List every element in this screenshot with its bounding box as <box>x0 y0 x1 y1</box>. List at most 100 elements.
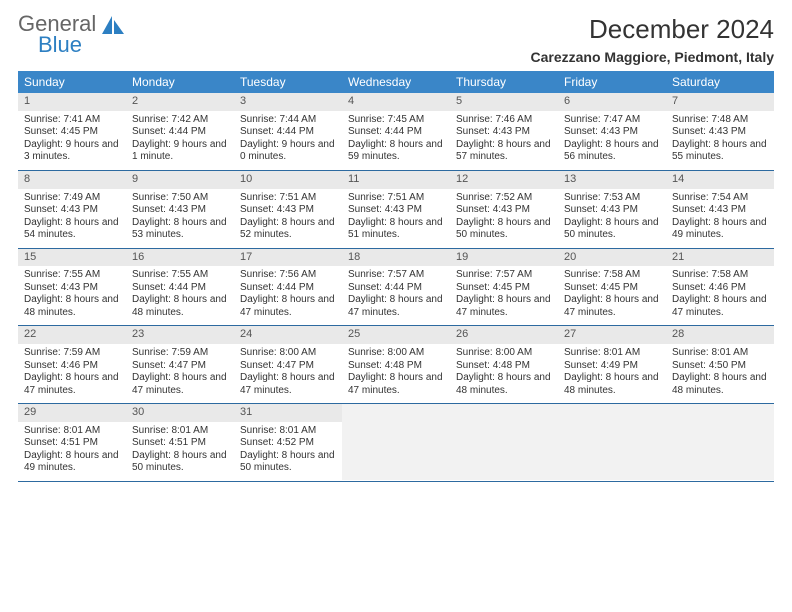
day-number: 18 <box>342 249 450 267</box>
sunrise-text: Sunrise: 8:01 AM <box>564 347 660 360</box>
daylight-text: Daylight: 8 hours and 53 minutes. <box>132 217 228 242</box>
daylight-text: Daylight: 8 hours and 50 minutes. <box>240 450 336 475</box>
sunset-text: Sunset: 4:44 PM <box>132 282 228 295</box>
day-cell: 29Sunrise: 8:01 AMSunset: 4:51 PMDayligh… <box>18 404 126 481</box>
day-body: Sunrise: 7:55 AMSunset: 4:44 PMDaylight:… <box>126 266 234 325</box>
sunset-text: Sunset: 4:45 PM <box>24 126 120 139</box>
day-number: 20 <box>558 249 666 267</box>
day-body: Sunrise: 7:44 AMSunset: 4:44 PMDaylight:… <box>234 111 342 170</box>
daylight-text: Daylight: 8 hours and 50 minutes. <box>564 217 660 242</box>
day-body <box>342 422 450 480</box>
day-number: 10 <box>234 171 342 189</box>
day-body: Sunrise: 7:58 AMSunset: 4:46 PMDaylight:… <box>666 266 774 325</box>
daylight-text: Daylight: 8 hours and 52 minutes. <box>240 217 336 242</box>
day-cell: 23Sunrise: 7:59 AMSunset: 4:47 PMDayligh… <box>126 326 234 403</box>
day-number: 3 <box>234 93 342 111</box>
daylight-text: Daylight: 8 hours and 48 minutes. <box>564 372 660 397</box>
sunrise-text: Sunrise: 8:01 AM <box>132 425 228 438</box>
day-number: 17 <box>234 249 342 267</box>
sunrise-text: Sunrise: 8:01 AM <box>240 425 336 438</box>
day-number: 7 <box>666 93 774 111</box>
day-number: 26 <box>450 326 558 344</box>
day-body: Sunrise: 7:54 AMSunset: 4:43 PMDaylight:… <box>666 189 774 248</box>
day-body: Sunrise: 7:46 AMSunset: 4:43 PMDaylight:… <box>450 111 558 170</box>
sunset-text: Sunset: 4:43 PM <box>456 126 552 139</box>
day-cell: 22Sunrise: 7:59 AMSunset: 4:46 PMDayligh… <box>18 326 126 403</box>
day-body: Sunrise: 8:00 AMSunset: 4:47 PMDaylight:… <box>234 344 342 403</box>
sunset-text: Sunset: 4:51 PM <box>24 437 120 450</box>
day-number <box>450 404 558 422</box>
sunrise-text: Sunrise: 7:45 AM <box>348 114 444 127</box>
day-body: Sunrise: 7:42 AMSunset: 4:44 PMDaylight:… <box>126 111 234 170</box>
sunset-text: Sunset: 4:49 PM <box>564 360 660 373</box>
month-title: December 2024 <box>531 14 775 45</box>
day-body <box>666 422 774 480</box>
daylight-text: Daylight: 8 hours and 47 minutes. <box>564 294 660 319</box>
day-number: 31 <box>234 404 342 422</box>
daylight-text: Daylight: 8 hours and 48 minutes. <box>24 294 120 319</box>
day-cell: 27Sunrise: 8:01 AMSunset: 4:49 PMDayligh… <box>558 326 666 403</box>
sunset-text: Sunset: 4:44 PM <box>348 126 444 139</box>
daylight-text: Daylight: 9 hours and 3 minutes. <box>24 139 120 164</box>
logo-sail-icon <box>100 14 126 42</box>
day-number: 14 <box>666 171 774 189</box>
day-body: Sunrise: 8:01 AMSunset: 4:52 PMDaylight:… <box>234 422 342 481</box>
day-body: Sunrise: 7:57 AMSunset: 4:44 PMDaylight:… <box>342 266 450 325</box>
sunrise-text: Sunrise: 7:58 AM <box>672 269 768 282</box>
sunrise-text: Sunrise: 7:56 AM <box>240 269 336 282</box>
sunset-text: Sunset: 4:43 PM <box>132 204 228 217</box>
daylight-text: Daylight: 8 hours and 49 minutes. <box>24 450 120 475</box>
day-body: Sunrise: 7:51 AMSunset: 4:43 PMDaylight:… <box>234 189 342 248</box>
day-cell: 4Sunrise: 7:45 AMSunset: 4:44 PMDaylight… <box>342 93 450 170</box>
sunset-text: Sunset: 4:43 PM <box>564 204 660 217</box>
day-body: Sunrise: 8:01 AMSunset: 4:51 PMDaylight:… <box>126 422 234 481</box>
sunrise-text: Sunrise: 7:59 AM <box>132 347 228 360</box>
sunset-text: Sunset: 4:45 PM <box>564 282 660 295</box>
week-row: 29Sunrise: 8:01 AMSunset: 4:51 PMDayligh… <box>18 404 774 482</box>
day-number <box>666 404 774 422</box>
day-number: 5 <box>450 93 558 111</box>
sunrise-text: Sunrise: 8:00 AM <box>240 347 336 360</box>
calendar: SundayMondayTuesdayWednesdayThursdayFrid… <box>18 71 774 482</box>
sunrise-text: Sunrise: 7:58 AM <box>564 269 660 282</box>
sunset-text: Sunset: 4:44 PM <box>348 282 444 295</box>
sunrise-text: Sunrise: 7:50 AM <box>132 192 228 205</box>
day-cell: 21Sunrise: 7:58 AMSunset: 4:46 PMDayligh… <box>666 249 774 326</box>
sunrise-text: Sunrise: 7:55 AM <box>24 269 120 282</box>
day-number: 13 <box>558 171 666 189</box>
sunset-text: Sunset: 4:43 PM <box>672 204 768 217</box>
daylight-text: Daylight: 8 hours and 47 minutes. <box>672 294 768 319</box>
daylight-text: Daylight: 8 hours and 48 minutes. <box>456 372 552 397</box>
day-body: Sunrise: 7:53 AMSunset: 4:43 PMDaylight:… <box>558 189 666 248</box>
day-number: 23 <box>126 326 234 344</box>
day-body: Sunrise: 7:56 AMSunset: 4:44 PMDaylight:… <box>234 266 342 325</box>
daylight-text: Daylight: 8 hours and 50 minutes. <box>132 450 228 475</box>
sunset-text: Sunset: 4:51 PM <box>132 437 228 450</box>
weekday-header: Saturday <box>666 71 774 93</box>
sunrise-text: Sunrise: 7:51 AM <box>348 192 444 205</box>
day-number: 21 <box>666 249 774 267</box>
sunrise-text: Sunrise: 7:52 AM <box>456 192 552 205</box>
sunset-text: Sunset: 4:43 PM <box>456 204 552 217</box>
day-number: 12 <box>450 171 558 189</box>
day-number <box>558 404 666 422</box>
weekday-header: Sunday <box>18 71 126 93</box>
day-body: Sunrise: 8:01 AMSunset: 4:50 PMDaylight:… <box>666 344 774 403</box>
daylight-text: Daylight: 8 hours and 47 minutes. <box>456 294 552 319</box>
day-number: 1 <box>18 93 126 111</box>
day-body: Sunrise: 8:01 AMSunset: 4:49 PMDaylight:… <box>558 344 666 403</box>
day-cell: 25Sunrise: 8:00 AMSunset: 4:48 PMDayligh… <box>342 326 450 403</box>
sunset-text: Sunset: 4:46 PM <box>672 282 768 295</box>
sunset-text: Sunset: 4:45 PM <box>456 282 552 295</box>
day-cell: 15Sunrise: 7:55 AMSunset: 4:43 PMDayligh… <box>18 249 126 326</box>
day-body: Sunrise: 7:57 AMSunset: 4:45 PMDaylight:… <box>450 266 558 325</box>
daylight-text: Daylight: 8 hours and 49 minutes. <box>672 217 768 242</box>
sunrise-text: Sunrise: 7:55 AM <box>132 269 228 282</box>
weekday-header: Wednesday <box>342 71 450 93</box>
sunrise-text: Sunrise: 7:42 AM <box>132 114 228 127</box>
day-body: Sunrise: 7:45 AMSunset: 4:44 PMDaylight:… <box>342 111 450 170</box>
logo-word2: Blue <box>38 35 96 56</box>
day-body <box>450 422 558 480</box>
sunset-text: Sunset: 4:47 PM <box>240 360 336 373</box>
day-number: 30 <box>126 404 234 422</box>
